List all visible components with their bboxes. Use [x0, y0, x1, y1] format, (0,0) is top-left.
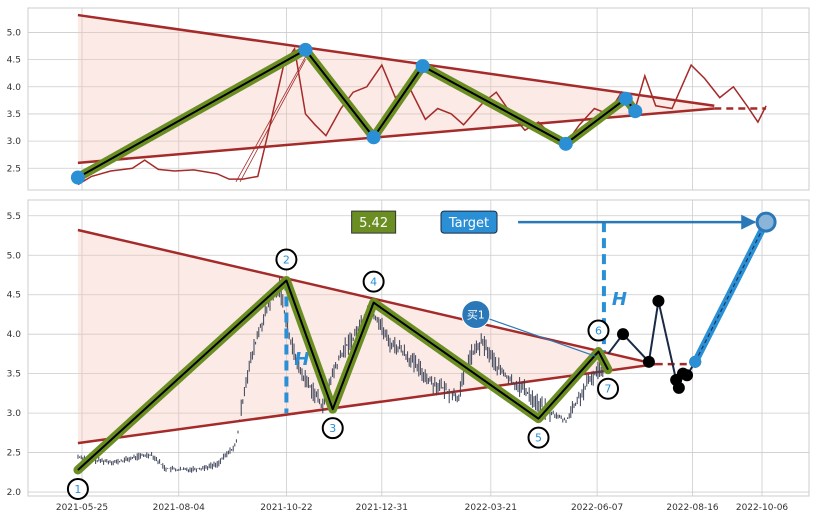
dark-path [607, 295, 702, 394]
h-label: H [612, 289, 627, 310]
triangle-fill [77, 229, 656, 444]
y-tick-label: 2.0 [7, 488, 22, 498]
y-tick-label: 5.5 [7, 212, 21, 222]
h-markers: HH [284, 222, 627, 414]
buy-pointer-line [487, 317, 596, 357]
price-line [77, 46, 767, 186]
triangle-upper-line [77, 228, 656, 366]
triangle-lower-line [77, 362, 656, 445]
x-tick-label: 2022-06-07 [571, 503, 623, 513]
target-projection-dash [694, 221, 767, 363]
dark-point [652, 295, 665, 308]
bottom-x-axis: 2021-05-25 2021-08-04 2021-10-22 2021-12-31… [56, 503, 789, 513]
wave-number-label: 2 [283, 254, 290, 267]
wave-number-label: 4 [370, 276, 377, 289]
x-tick-label: 2022-08-16 [666, 503, 719, 513]
wave-point [628, 104, 643, 119]
triangle-fill [77, 15, 715, 163]
dark-point [681, 369, 694, 382]
buy-marker-label: 买1 [467, 308, 485, 321]
x-tick-label: 2021-12-31 [356, 503, 408, 513]
target-annotations: 5.42 Target 买1 [351, 210, 757, 357]
wave-number-label: 3 [329, 422, 336, 435]
wave-point [415, 59, 430, 74]
wave-number-circle [587, 319, 610, 342]
top-panel: 2.5 3.0 3.5 4.0 4.5 5.0 [7, 7, 810, 191]
wave-number-label: 5 [535, 432, 542, 445]
y-tick-label: 3.0 [7, 137, 22, 147]
triangle-lower-line [77, 107, 715, 165]
top-wave-points [70, 42, 643, 185]
y-tick-label: 2.5 [7, 449, 21, 459]
wave-number-label: 1 [74, 483, 81, 496]
wave-number-circle [66, 477, 89, 500]
y-tick-label: 4.0 [7, 330, 22, 340]
y-tick-label: 5.0 [7, 251, 22, 261]
dark-point [642, 355, 655, 368]
target-value-box [351, 210, 397, 234]
top-thin-lines [235, 56, 306, 183]
wave-number-circle [362, 270, 385, 293]
y-tick-label: 3.0 [7, 409, 22, 419]
h-label: H [294, 349, 309, 370]
y-tick-label: 3.5 [7, 370, 21, 380]
wave-point [366, 130, 381, 145]
target-label-text: Target [448, 216, 489, 231]
top-triangle-pattern [77, 13, 767, 165]
x-tick-label: 2021-08-04 [153, 503, 206, 513]
thin-line [239, 59, 306, 183]
top-y-axis: 2.5 3.0 3.5 4.0 4.5 5.0 [7, 28, 22, 174]
dark-point [617, 328, 630, 341]
thin-line [235, 56, 306, 183]
wave-point [298, 42, 313, 57]
wave-point [70, 170, 85, 185]
bottom-wave-path [73, 276, 613, 475]
wave-number-circle [321, 417, 344, 440]
x-tick-label: 2022-10-06 [736, 503, 789, 513]
target-value-label: 5.42 [359, 216, 388, 231]
top-price-line [77, 46, 767, 186]
top-panel-frame [27, 7, 810, 191]
target-projection [689, 211, 777, 368]
wave-point-labels: 1 2 3 4 5 6 7 [66, 248, 620, 500]
y-tick-label: 4.5 [7, 56, 21, 66]
dark-point [672, 381, 685, 394]
x-tick-label: 2021-10-22 [260, 503, 312, 513]
x-tick-label: 2022-03-21 [465, 503, 517, 513]
wave-point [558, 136, 573, 151]
target-label-box [440, 210, 498, 234]
bottom-y-axis: 2.0 2.5 3.0 3.5 4.0 4.5 5.0 5.5 [7, 212, 22, 498]
buy-marker-circle [461, 299, 491, 329]
target-point [755, 211, 777, 233]
wave-number-circle [527, 426, 550, 449]
bottom-price-candles [77, 277, 604, 473]
y-tick-label: 3.5 [7, 110, 21, 120]
triangle-upper-line [77, 13, 715, 108]
x-tick-label: 2021-05-25 [56, 503, 108, 513]
y-tick-label: 4.0 [7, 83, 22, 93]
wave-number-circle [275, 248, 298, 271]
y-tick-label: 4.5 [7, 291, 21, 301]
bottom-panel: 2.02.53.03.54.04.55.05.5 2021-05-25 2021-… [7, 199, 810, 513]
y-tick-label: 2.5 [7, 164, 21, 174]
wave-number-label: 7 [605, 383, 612, 396]
projection-start-point [689, 355, 702, 368]
wave-number-label: 6 [595, 325, 602, 338]
top-grid [28, 8, 809, 190]
wave-inner-line [77, 279, 609, 471]
y-tick-label: 5.0 [7, 28, 22, 38]
wave-number-circle [597, 377, 620, 400]
bottom-triangle-pattern [77, 228, 696, 445]
wave-point [618, 91, 633, 106]
